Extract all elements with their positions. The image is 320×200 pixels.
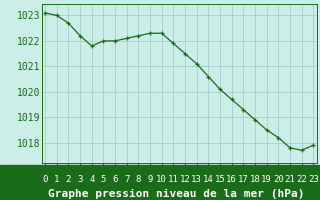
Text: 22: 22: [296, 175, 307, 184]
Text: 0: 0: [43, 175, 48, 184]
Text: 10: 10: [156, 175, 167, 184]
Text: 19: 19: [261, 175, 272, 184]
Text: 21: 21: [284, 175, 295, 184]
Text: 9: 9: [147, 175, 153, 184]
Text: 18: 18: [250, 175, 260, 184]
Text: Graphe pression niveau de la mer (hPa): Graphe pression niveau de la mer (hPa): [48, 189, 304, 199]
Text: 17: 17: [238, 175, 249, 184]
Text: 23: 23: [308, 175, 319, 184]
Text: 11: 11: [168, 175, 179, 184]
Text: 6: 6: [112, 175, 118, 184]
Text: 7: 7: [124, 175, 129, 184]
Text: 8: 8: [136, 175, 141, 184]
Text: 14: 14: [203, 175, 214, 184]
Text: 3: 3: [77, 175, 83, 184]
Text: 20: 20: [273, 175, 284, 184]
Text: 4: 4: [89, 175, 94, 184]
Text: 13: 13: [191, 175, 202, 184]
Text: 1: 1: [54, 175, 60, 184]
Text: 12: 12: [180, 175, 190, 184]
Text: 16: 16: [226, 175, 237, 184]
Text: 5: 5: [101, 175, 106, 184]
Text: 15: 15: [215, 175, 225, 184]
Text: 2: 2: [66, 175, 71, 184]
